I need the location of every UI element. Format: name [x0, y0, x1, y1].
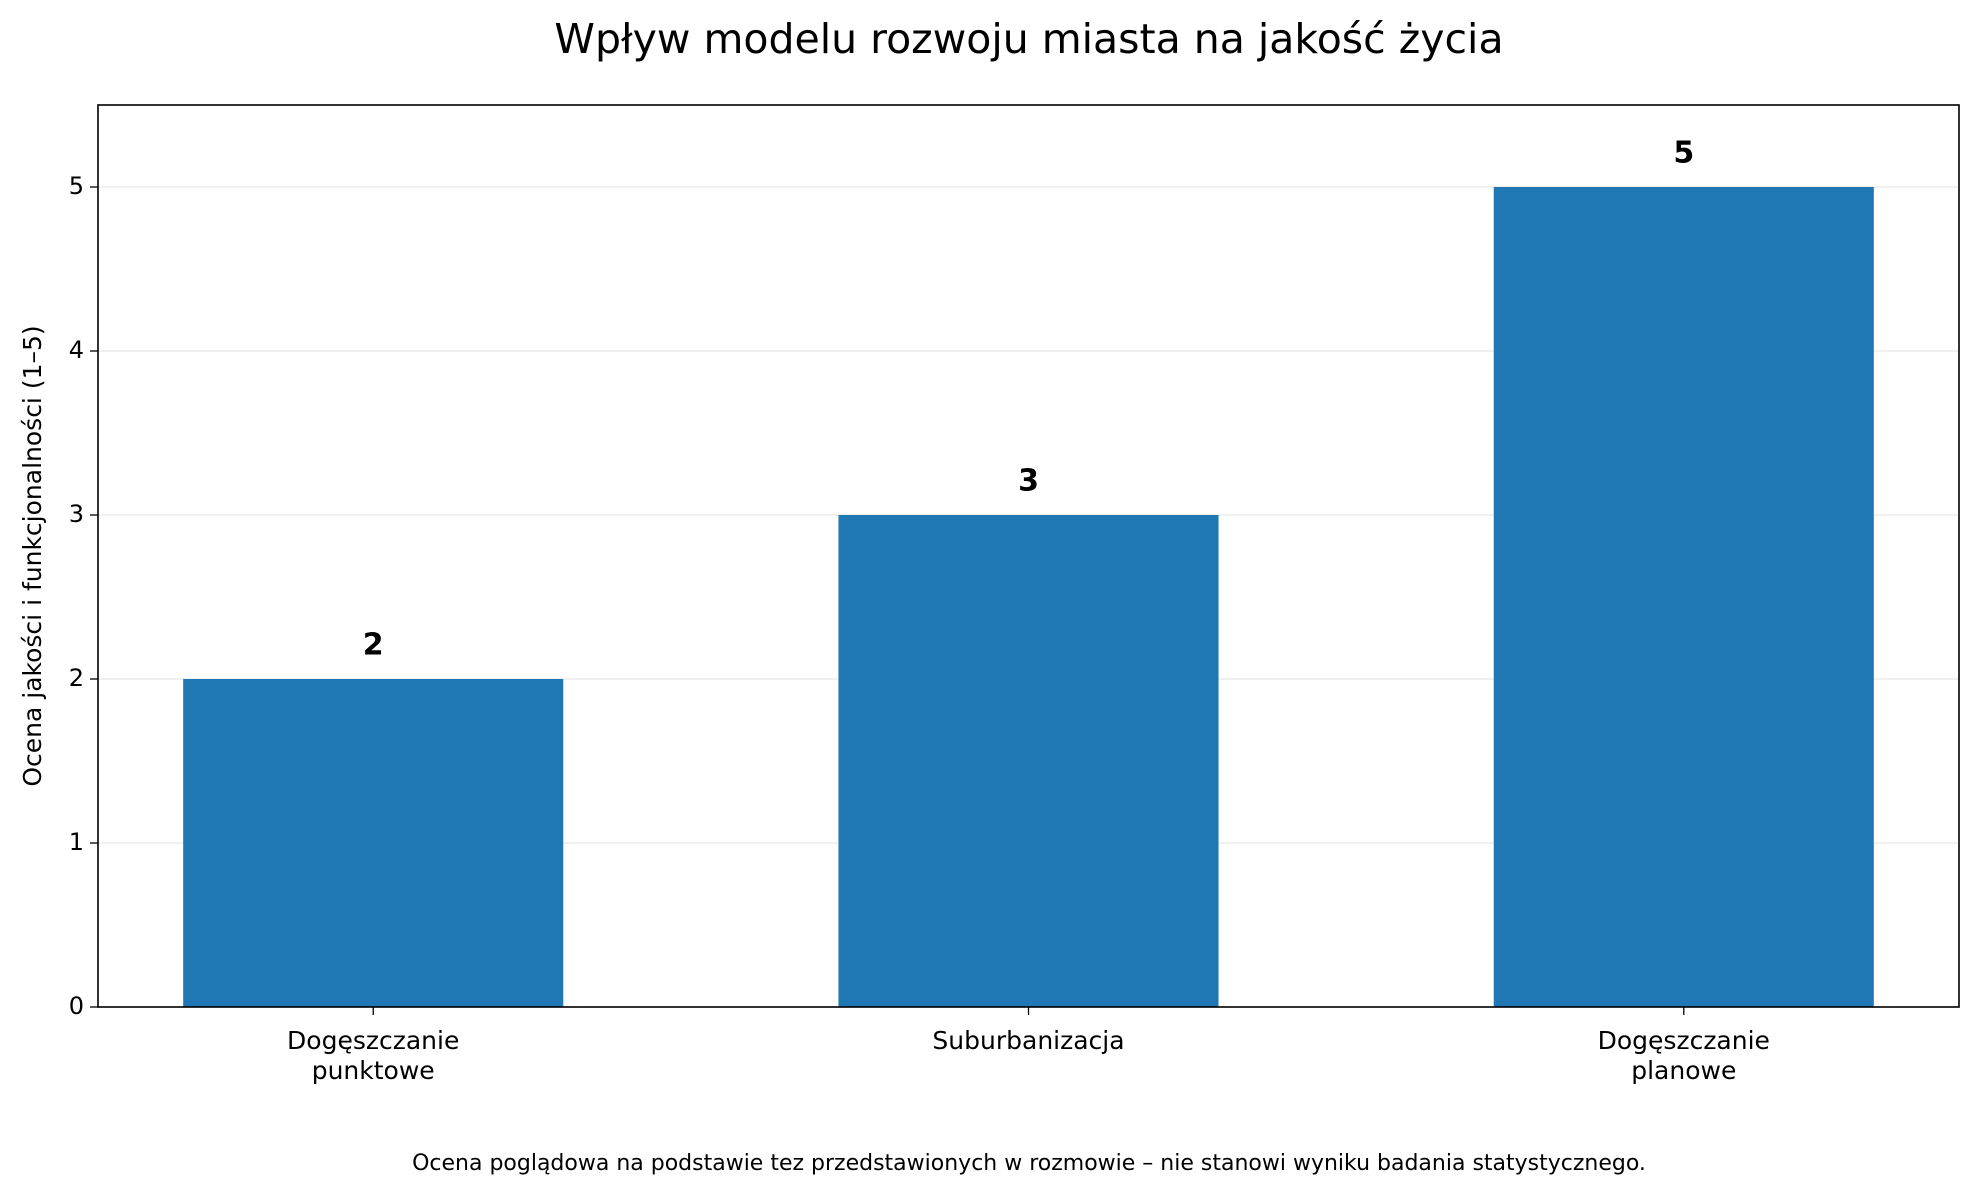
value-label: 5 — [1673, 136, 1694, 171]
y-tick-label: 3 — [69, 500, 84, 528]
y-tick-label: 0 — [69, 992, 84, 1020]
value-label: 3 — [1018, 464, 1039, 499]
bar — [1493, 187, 1874, 1007]
y-tick-label: 2 — [69, 664, 84, 692]
x-tick-label: Suburbanizacja — [932, 1026, 1124, 1055]
x-tick-label: Dogęszczanie planowe — [1598, 1026, 1770, 1085]
y-axis-label: Ocena jakości i funkcjonalności (1–5) — [18, 325, 47, 786]
y-tick-label: 1 — [69, 828, 84, 856]
plot-frame — [97, 104, 1960, 1008]
x-tick-label: Dogęszczanie punktowe — [287, 1026, 459, 1085]
bar — [183, 679, 564, 1007]
y-tick-label: 4 — [69, 336, 84, 364]
footnote: Ocena poglądowa na podstawie tez przedst… — [412, 1151, 1646, 1176]
value-label: 2 — [363, 628, 384, 663]
y-tick-label: 5 — [69, 172, 84, 200]
chart-title: Wpływ modelu rozwoju miasta na jakość ży… — [554, 15, 1503, 63]
bar — [838, 515, 1219, 1007]
